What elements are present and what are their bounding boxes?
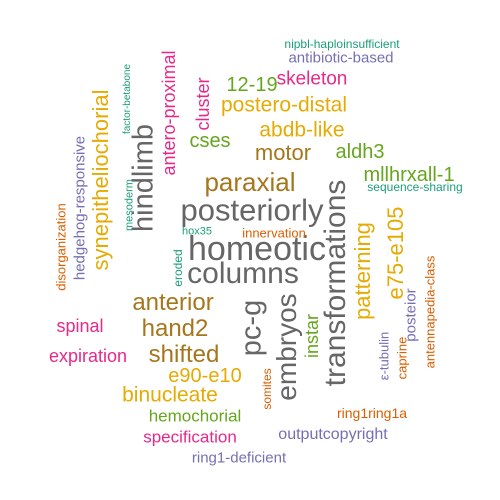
word-skeleton: skeleton (276, 68, 348, 90)
word-transformations: transformations (319, 179, 352, 387)
word-outputcopyright: outputcopyright (278, 426, 388, 443)
word-spinal: spinal (56, 316, 104, 336)
word-antennapedia-class: antennapedia-class (422, 255, 438, 369)
word-mesoderm: mesoderm (123, 179, 136, 231)
word-shifted: shifted (148, 341, 220, 368)
word-antibiotic-based: antibiotic-based (288, 49, 394, 67)
word-anterior: anterior (132, 289, 214, 316)
word-pc-g: pc-g (235, 299, 268, 357)
word-eroded: eroded (171, 249, 185, 287)
word-antero-proximal: antero-proximal (159, 50, 179, 176)
word-homeotic: homeotic (188, 230, 326, 268)
word-sequence-sharing: sequence-sharing (367, 180, 463, 194)
word-nipbl-haploinsufficient: nipbl-haploinsufficient (284, 37, 400, 51)
word-hox35: hox35 (182, 225, 212, 238)
word-e90-e10: e90-e10 (168, 365, 242, 387)
word-cses: cses (189, 130, 231, 152)
word-patterning: patterning (350, 222, 375, 320)
word-12-19: 12-19 (226, 74, 278, 96)
word-ring1-deficient: ring1-deficient (191, 449, 287, 467)
word-posteriorly: posteriorly (180, 192, 324, 228)
word-expiration: expiration (48, 346, 128, 366)
word-innervation: innervation (242, 225, 306, 241)
word-abdb-like: abdb-like (259, 118, 345, 142)
word-ring1ring1a: ring1ring1a (336, 405, 408, 421)
word-cluster: cluster (193, 77, 213, 131)
word-disorganization: disorganization (53, 203, 69, 291)
word-caprine: caprine (394, 336, 410, 380)
word-hemochorial: hemochorial (148, 406, 242, 426)
word-e75-e105: e75-e105 (383, 206, 408, 300)
word-paraxial: paraxial (204, 167, 296, 197)
word-e-tubulin: ε-tubulin (376, 331, 392, 381)
word-instar: instar (302, 313, 322, 359)
word-synepitheliochorial: synepitheliochorial (88, 89, 113, 271)
word-binucleate: binucleate (122, 383, 218, 407)
word-specification: specification (143, 427, 237, 447)
word-motor: motor (254, 140, 312, 165)
word-somites: somites (260, 368, 274, 410)
word-hand2: hand2 (141, 315, 209, 342)
word-posteior: posteior (402, 288, 420, 342)
word-hedgehog-responsive: hedgehog-responsive (71, 135, 89, 281)
word-mllhrxall-1: mllhrxall-1 (363, 164, 455, 186)
word-postero-distal: postero-distal (220, 93, 348, 117)
word-embryos: embryos (271, 293, 302, 401)
word-columns: columns (187, 257, 299, 290)
word-factor-betabone: factor-betabone (122, 63, 133, 135)
word-aldh3: aldh3 (335, 141, 385, 163)
